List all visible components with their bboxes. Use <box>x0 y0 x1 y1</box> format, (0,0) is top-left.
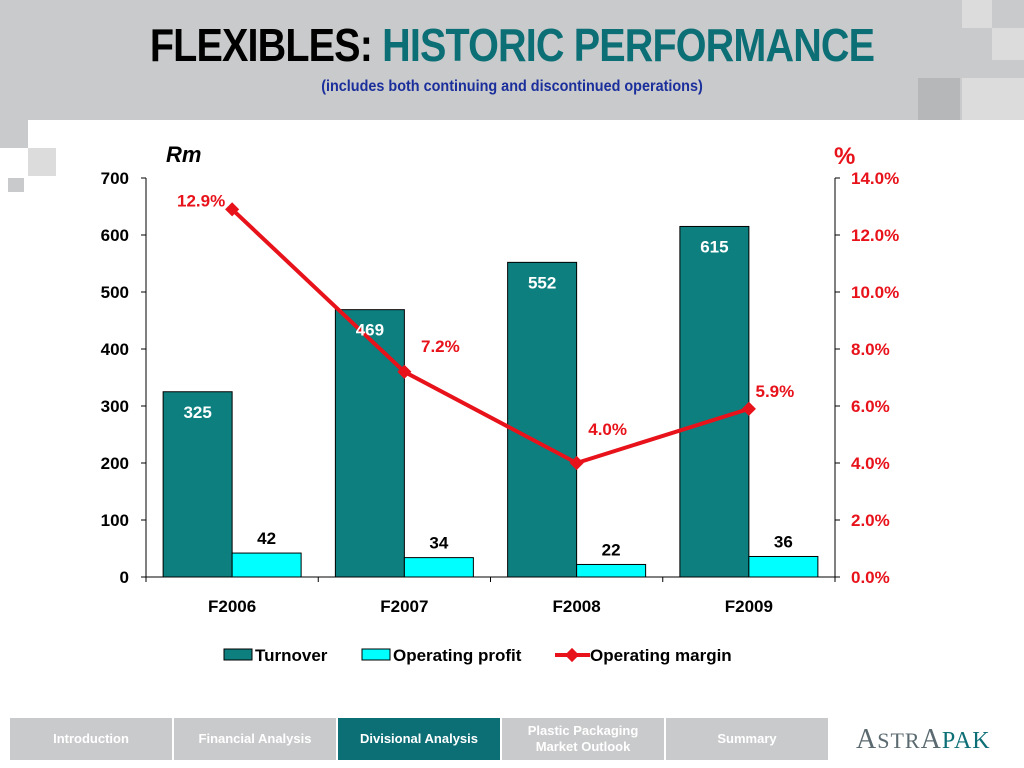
right-tick-label: 0.0% <box>851 568 890 587</box>
right-tick-label: 6.0% <box>851 397 890 416</box>
header-band <box>0 0 1024 120</box>
operating-margin-data-label: 4.0% <box>588 420 627 439</box>
right-tick-label: 12.0% <box>851 226 899 245</box>
operating-margin-data-label: 12.9% <box>177 191 225 210</box>
operating-margin-data-label: 5.9% <box>756 382 795 401</box>
nav-tab-plastic-packaging-market-outlook[interactable]: Plastic Packaging Market Outlook <box>502 718 664 760</box>
operating-margin-data-label: 7.2% <box>421 337 460 356</box>
turnover-bar <box>507 261 578 578</box>
operating-profit-data-label: 36 <box>774 532 793 551</box>
right-tick-label: 2.0% <box>851 511 890 530</box>
legend-label-operating-margin: Operating margin <box>590 646 732 665</box>
right-tick-label: 8.0% <box>851 340 890 359</box>
left-tick-label: 400 <box>101 340 129 359</box>
operating-margin-point <box>741 401 756 416</box>
decor-square <box>992 28 1024 60</box>
nav-tab-financial-analysis[interactable]: Financial Analysis <box>174 718 336 760</box>
left-tick-label: 300 <box>101 397 129 416</box>
title-part-2: HISTORIC PERFORMANCE <box>382 19 875 71</box>
x-tick-label: F2007 <box>380 597 428 616</box>
operating-profit-bar <box>748 555 819 578</box>
chart: Rm % 0 100 200 300 400 500 600 700 0.0% 2.0% 4.0% 6… <box>101 142 900 665</box>
decor-square <box>962 78 1024 120</box>
page-subtitle: (includes both continuing and discontinu… <box>321 78 703 95</box>
legend-label-operating-profit: Operating profit <box>393 646 522 665</box>
decor-square <box>0 120 28 148</box>
turnover-data-label: 469 <box>356 321 384 340</box>
left-tick-label: 700 <box>101 169 129 188</box>
left-tick-label: 500 <box>101 283 129 302</box>
turnover-data-label: 325 <box>183 403 211 422</box>
left-tick-label: 100 <box>101 511 129 530</box>
operating-profit-data-label: 22 <box>602 540 621 559</box>
turnover-data-label: 615 <box>700 237 728 256</box>
x-tick-label: F2008 <box>553 597 601 616</box>
nav-tab-divisional-analysis[interactable]: Divisional Analysis <box>338 718 500 760</box>
right-tick-label: 14.0% <box>851 169 899 188</box>
decor-square <box>28 148 56 176</box>
operating-profit-bar <box>576 563 647 578</box>
turnover-data-label: 552 <box>528 273 556 292</box>
legend-swatch-operating-profit <box>361 648 391 661</box>
operating-margin-point <box>397 364 412 379</box>
operating-margin-point <box>569 455 584 471</box>
operating-profit-bar <box>403 557 474 578</box>
operating-profit-data-label: 34 <box>429 534 448 553</box>
decor-square <box>8 178 24 192</box>
operating-profit-data-label: 42 <box>257 529 276 548</box>
x-tick-label: F2006 <box>208 597 256 616</box>
legend-marker-operating-margin <box>564 647 580 663</box>
operating-margin-point <box>225 202 240 217</box>
right-axis-title: % <box>834 143 855 170</box>
nav-tab-label: Divisional Analysis <box>359 731 478 746</box>
x-tick-label: F2009 <box>725 597 773 616</box>
left-tick-label: 600 <box>101 226 129 245</box>
right-tick-label: 10.0% <box>851 283 899 302</box>
nav-tab-label: Financial Analysis <box>198 731 312 746</box>
turnover-bar <box>679 225 750 578</box>
decor-square <box>962 0 992 28</box>
nav-tab-introduction[interactable]: Introduction <box>10 718 172 760</box>
left-axis-title: Rm <box>166 142 201 167</box>
operating-margin-line <box>230 207 750 466</box>
nav-tab-label: Summary <box>717 731 777 746</box>
title-part-1: FLEXIBLES: <box>149 19 373 71</box>
left-tick-label: 200 <box>101 454 129 473</box>
nav-tab-summary[interactable]: Summary <box>666 718 828 760</box>
right-tick-label: 4.0% <box>851 454 890 473</box>
left-tick-label: 0 <box>120 568 129 587</box>
legend-swatch-turnover <box>223 648 253 661</box>
nav-tab-label: Plastic Packaging Market Outlook <box>527 723 639 754</box>
turnover-bar <box>334 309 405 578</box>
decor-square <box>918 78 960 120</box>
astrapak-logo: ASTRAPAK <box>856 724 991 755</box>
nav-tab-label: Introduction <box>53 731 129 746</box>
page-title: FLEXIBLES: HISTORIC PERFORMANCE <box>72 18 953 72</box>
turnover-bar <box>162 391 233 578</box>
legend-label-turnover: Turnover <box>255 646 328 665</box>
operating-profit-bar <box>231 552 302 578</box>
